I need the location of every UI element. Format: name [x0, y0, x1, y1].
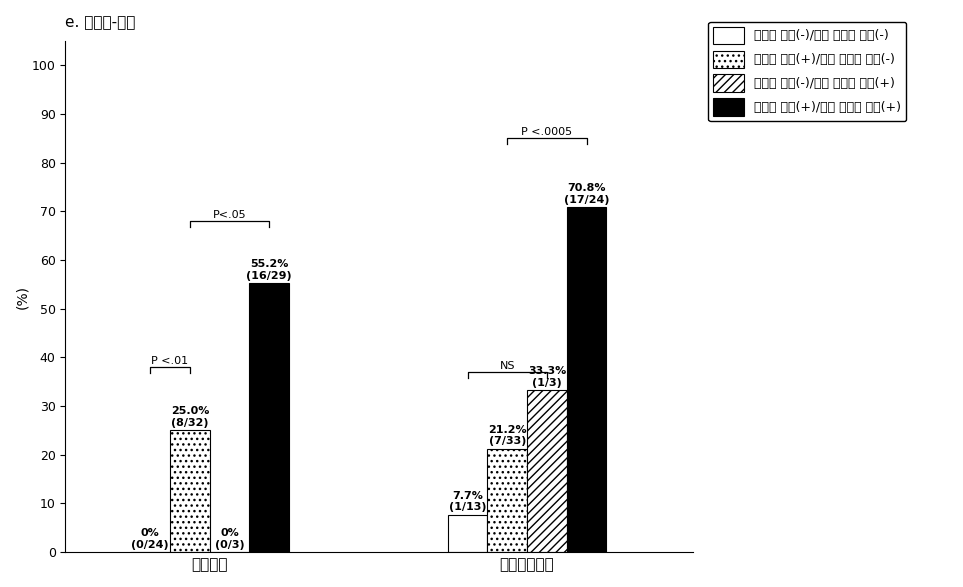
Text: 0%
(0/24): 0% (0/24) — [131, 528, 169, 549]
Text: 25.0%
(8/32): 25.0% (8/32) — [170, 406, 209, 428]
Text: NS: NS — [500, 360, 515, 370]
Text: P <.01: P <.01 — [151, 356, 189, 366]
Text: 70.8%
(17/24): 70.8% (17/24) — [564, 183, 610, 205]
Bar — [567, 207, 607, 552]
Bar — [448, 515, 487, 552]
Text: P<.05: P<.05 — [213, 210, 247, 220]
Bar — [249, 284, 289, 552]
Text: 33.3%
(1/3): 33.3% (1/3) — [528, 366, 566, 387]
Text: 7.7%
(1/13): 7.7% (1/13) — [449, 491, 486, 512]
Text: 55.2%
(16/29): 55.2% (16/29) — [247, 259, 292, 281]
Y-axis label: (%): (%) — [15, 285, 29, 309]
Bar — [487, 449, 527, 552]
Text: 0%
(0/3): 0% (0/3) — [215, 528, 245, 549]
Text: P <.0005: P <.0005 — [521, 127, 573, 137]
Text: 21.2%
(7/33): 21.2% (7/33) — [488, 425, 527, 447]
Text: e. 융모판-염증: e. 융모판-염증 — [65, 15, 136, 30]
Legend: 양수내 염증(-)/태아 염증성 반응(-), 양수내 염증(+)/태아 염증성 반응(-), 양수내 염증(-)/태아 염증성 반응(+), 양수내 염증(+: 양수내 염증(-)/태아 염증성 반응(-), 양수내 염증(+)/태아 염증성… — [708, 22, 906, 121]
Bar — [527, 390, 567, 552]
Bar — [170, 430, 210, 552]
